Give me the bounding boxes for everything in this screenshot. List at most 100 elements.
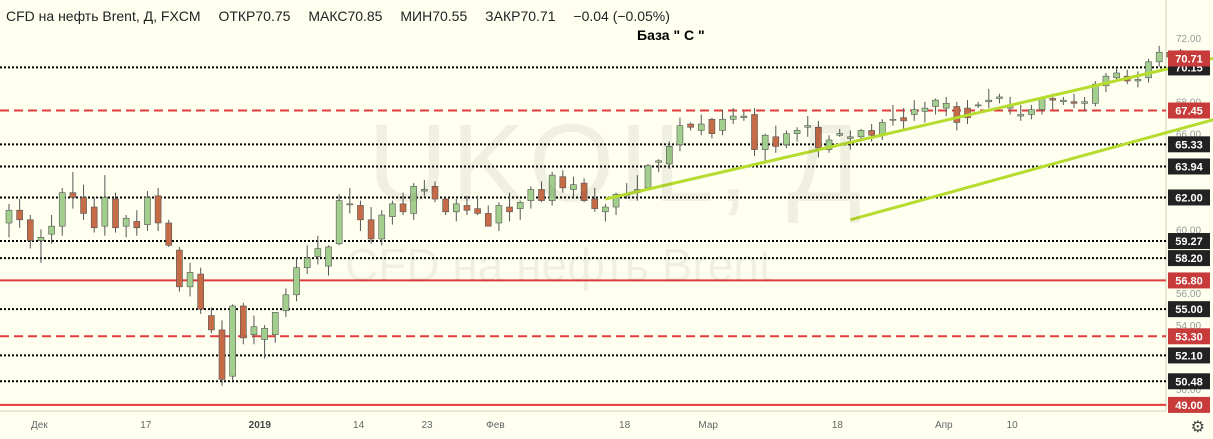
price-tag-box [1168, 136, 1210, 153]
x-tick-label: 14 [353, 420, 365, 431]
candle-body [815, 126, 822, 149]
candle-body [836, 133, 844, 136]
level-price-tag: 65.33 [1168, 136, 1210, 153]
price-tag-label: 63.94 [1175, 162, 1203, 174]
candle-body [953, 106, 961, 123]
candle [825, 135, 833, 153]
candle [101, 175, 109, 236]
candle [335, 194, 343, 246]
candle-body [282, 294, 290, 312]
candle-body [1113, 72, 1120, 79]
candle-body [357, 205, 364, 221]
candle [634, 175, 641, 201]
price-tag-label: 56.80 [1175, 275, 1203, 287]
x-tick-label: Фев [486, 420, 504, 431]
candle-body [580, 182, 588, 201]
candle-body [868, 130, 875, 136]
candle-body [293, 267, 300, 296]
price-tag-label: 70.71 [1175, 53, 1203, 65]
level-price-tag: 62.00 [1168, 189, 1210, 206]
symbol-title: CFD на нефть Brent, Д, FXCM [6, 8, 201, 24]
price-tag-box [1168, 373, 1210, 390]
candle [1113, 68, 1120, 81]
candle-body [527, 189, 535, 201]
candle [463, 195, 471, 216]
candle [303, 245, 311, 275]
candle-body [772, 136, 780, 147]
candle-body [271, 312, 279, 335]
candle [974, 101, 982, 109]
candle-body [48, 225, 55, 235]
candle [389, 200, 396, 225]
candle-body [261, 328, 268, 340]
candle [410, 183, 418, 220]
candle [16, 199, 23, 228]
candle [1028, 104, 1035, 120]
candle-body [314, 248, 322, 257]
candle-body [112, 198, 119, 229]
candle-body [122, 217, 130, 227]
candle-body [964, 107, 971, 118]
candle [325, 245, 332, 276]
candle-body [229, 305, 236, 377]
x-tick-label: 17 [140, 420, 152, 431]
candle-body [910, 109, 918, 115]
candle-body [16, 209, 23, 221]
price-tag-box [1168, 328, 1210, 345]
candle-body [474, 208, 481, 214]
candle-body [932, 99, 939, 107]
settings-gear-icon[interactable]: ⚙ [1190, 419, 1205, 436]
price-tag-label: 50.48 [1175, 376, 1203, 388]
candle-body [538, 189, 545, 201]
candle [804, 116, 812, 137]
candle [591, 187, 599, 212]
candle-body [708, 118, 716, 134]
candle-body [612, 193, 620, 208]
candle [176, 246, 183, 292]
candle [1155, 45, 1163, 67]
candle [474, 195, 481, 216]
candle [37, 229, 45, 263]
candle [240, 302, 247, 345]
candle-body [516, 201, 524, 209]
candle-body [484, 213, 492, 227]
candle [1060, 96, 1067, 105]
candle-body [847, 136, 854, 139]
candle-body [431, 185, 439, 200]
candle [421, 179, 428, 196]
x-tick-label: 2019 [249, 420, 272, 431]
level-price-tag: 67.45 [1168, 102, 1210, 119]
candle-body [655, 160, 662, 163]
candle [889, 104, 897, 126]
channel-upper-line [605, 56, 1213, 201]
x-tick-label: Апр [935, 420, 953, 431]
candle [538, 181, 545, 203]
candle [559, 170, 567, 193]
candle [719, 109, 726, 136]
candle-body [452, 203, 460, 213]
candle [80, 184, 87, 220]
x-tick-label: Мар [698, 420, 718, 431]
candle-body [165, 222, 173, 246]
candle [90, 197, 98, 233]
level-price-tag: 55.00 [1168, 301, 1210, 318]
candle [48, 215, 55, 244]
candle [399, 192, 407, 216]
candle [271, 312, 279, 343]
candle [729, 108, 737, 125]
candle-body [58, 192, 66, 227]
candle-body [570, 184, 577, 190]
low-value: МИН70.55 [400, 8, 468, 24]
price-tag-box [1168, 233, 1210, 250]
candle [1134, 71, 1142, 88]
candle-body [857, 130, 865, 138]
level-price-tag: 50.48 [1168, 373, 1210, 390]
candle-body [69, 192, 77, 198]
level-price-tag: 58.20 [1168, 250, 1210, 267]
candle-body [463, 205, 471, 211]
candle [133, 210, 141, 236]
candle-body [985, 99, 993, 103]
candle [197, 267, 204, 314]
